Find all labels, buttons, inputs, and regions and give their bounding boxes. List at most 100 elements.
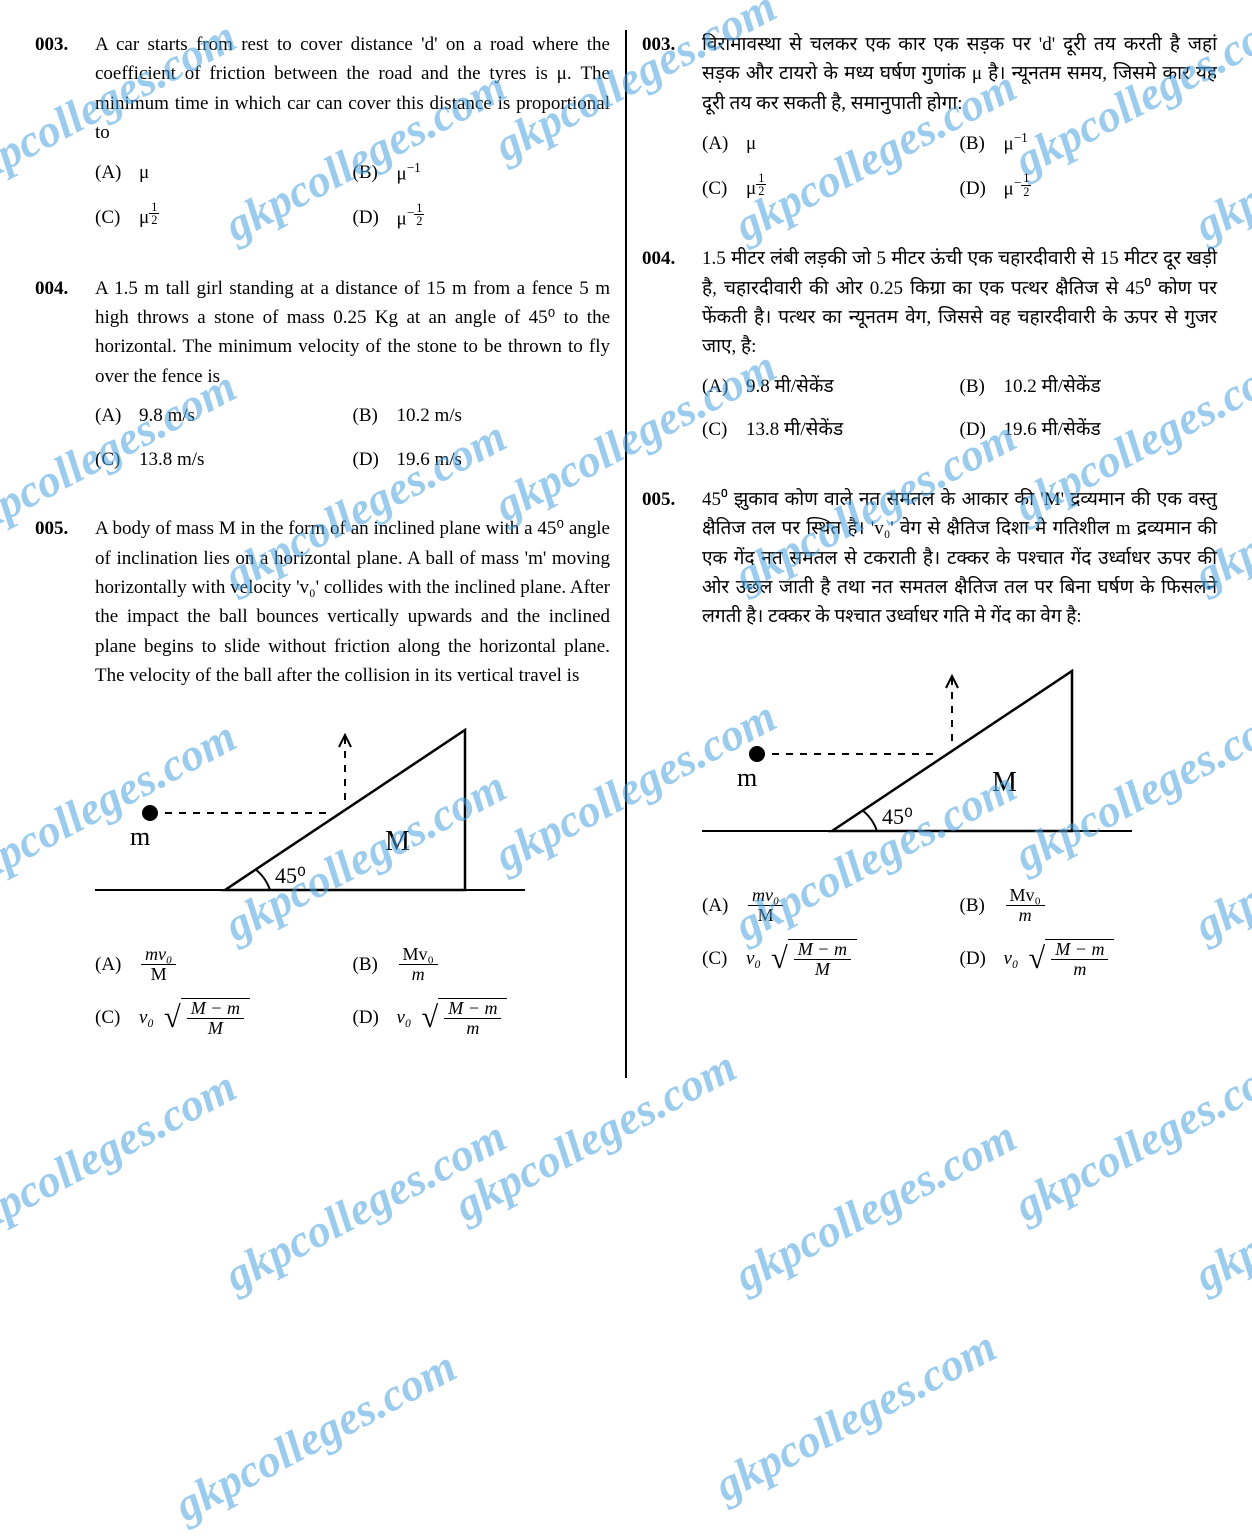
diagram-q005-hi: m M 45⁰ (702, 646, 1217, 870)
question-text: A car starts from rest to cover distance… (95, 30, 610, 148)
option-value: 10.2 m/s (397, 401, 462, 430)
option-label: (B) (960, 891, 994, 920)
option-B: (B) μ−1 (960, 128, 1218, 159)
option-value: μ12 (139, 203, 159, 233)
base: μ (746, 178, 756, 199)
option-label: (B) (353, 950, 387, 979)
question-number: 003. (35, 30, 95, 234)
prefix: v₀ (139, 1003, 154, 1032)
base: μ (1004, 134, 1014, 155)
ball-label: m (130, 822, 150, 851)
neg: − (407, 203, 415, 224)
option-label: (D) (353, 203, 387, 232)
option-label: (A) (95, 950, 129, 979)
option-value: μ12 (746, 174, 766, 204)
option-B: (B) Mv₀m (960, 886, 1218, 925)
fraction: mv₀M (748, 886, 783, 925)
option-label: (A) (702, 372, 736, 401)
option-label: (B) (960, 129, 994, 158)
question-005-en: 005. A body of mass M in the form of an … (35, 514, 610, 1038)
option-D: (D) v₀ √M − mm (353, 998, 611, 1038)
option-label: (B) (353, 158, 387, 187)
question-005-hi: 005. 45⁰ झुकाव कोण वाले नत समतल के आकार … (642, 485, 1217, 979)
option-value: 10.2 मी/सेकेंड (1004, 372, 1101, 401)
question-text: विरामावस्था से चलकर एक कार एक सड़क पर 'd… (702, 30, 1217, 118)
option-C: (C) v₀ √M − mM (702, 939, 960, 979)
option-label: (D) (353, 445, 387, 474)
exponent: −1 (1014, 128, 1028, 149)
column-left: 003. A car starts from rest to cover dis… (20, 30, 625, 1078)
inclined-plane-diagram: m M 45⁰ (95, 705, 525, 920)
question-body: A 1.5 m tall girl standing at a distance… (95, 274, 610, 475)
base: μ (1004, 178, 1014, 199)
option-label: (C) (95, 1003, 129, 1032)
prefix: v₀ (397, 1003, 412, 1032)
option-B: (B) 10.2 m/s (353, 401, 611, 430)
column-right: 003. विरामावस्था से चलकर एक कार एक सड़क … (627, 30, 1232, 1078)
base: μ (139, 207, 149, 228)
option-B: (B) 10.2 मी/सेकेंड (960, 372, 1218, 401)
options: (A) mv₀M (B) Mv₀m (C) v₀ √M − mM (D) v (702, 886, 1217, 979)
inclined-plane-diagram: m M 45⁰ (702, 646, 1132, 861)
question-body: A car starts from rest to cover distance… (95, 30, 610, 234)
option-A: (A) μ (95, 158, 353, 189)
option-value: μ (139, 158, 149, 187)
option-label: (A) (702, 129, 736, 158)
option-value: μ−12 (397, 203, 425, 234)
option-label: (C) (702, 415, 736, 444)
sqrt: √M − mm (1029, 939, 1115, 979)
fraction-exp: 12 (756, 172, 766, 198)
option-C: (C) v₀ √M − mM (95, 998, 353, 1038)
option-label: (D) (960, 944, 994, 973)
fraction-exp: 12 (1021, 172, 1031, 198)
option-D: (D) v₀ √M − mm (960, 939, 1218, 979)
angle-label: 45⁰ (882, 804, 913, 829)
options: (A) μ (B) μ−1 (C) μ12 (95, 158, 610, 234)
sqrt: √M − mM (771, 939, 857, 979)
option-label: (C) (702, 174, 736, 203)
option-value: μ−12 (1004, 173, 1032, 204)
option-label: (B) (353, 401, 387, 430)
option-value: 13.8 m/s (139, 445, 204, 474)
option-C: (C) 13.8 मी/सेकेंड (702, 415, 960, 444)
fraction-exp: 12 (414, 202, 424, 228)
option-value: μ (746, 129, 756, 158)
option-D: (D) μ−12 (353, 203, 611, 234)
option-A: (A) mv₀M (702, 886, 960, 925)
option-label: (A) (95, 401, 129, 430)
question-text: A body of mass M in the form of an incli… (95, 514, 610, 691)
option-A: (A) mv₀M (95, 945, 353, 984)
question-004-hi: 004. 1.5 मीटर लंबी लड़की जो 5 मीटर ऊंची … (642, 244, 1217, 445)
option-value: 19.6 m/s (397, 445, 462, 474)
wedge-label: M (992, 767, 1017, 798)
ball-label: m (737, 763, 757, 792)
question-text: 45⁰ झुकाव कोण वाले नत समतल के आकार की 'M… (702, 485, 1217, 632)
option-label: (D) (353, 1003, 387, 1032)
fraction: Mv₀m (1006, 886, 1045, 925)
option-value: 19.6 मी/सेकेंड (1004, 415, 1101, 444)
diagram-q005-en: m M 45⁰ (95, 705, 610, 929)
option-C: (C)13.8 m/s (95, 445, 353, 474)
options: (A)9.8 मी/सेकेंड (B)10.2 मी/सेकेंड (C)13… (702, 372, 1217, 445)
fraction: Mv₀m (399, 945, 438, 984)
option-label: (D) (960, 415, 994, 444)
options: (A) mv₀M (B) Mv₀m (C) v₀ √M − mM (D) v (95, 945, 610, 1038)
option-label: (B) (960, 372, 994, 401)
question-004-en: 004. A 1.5 m tall girl standing at a dis… (35, 274, 610, 475)
question-number: 003. (642, 30, 702, 204)
options: (A)9.8 m/s (B) 10.2 m/s (C)13.8 m/s (D) 19… (95, 401, 610, 474)
question-number: 004. (35, 274, 95, 475)
option-C: (C) μ12 (702, 173, 960, 204)
neg: − (1014, 173, 1022, 194)
sqrt: √M − mM (164, 998, 250, 1038)
option-A: (A)9.8 m/s (95, 401, 353, 430)
question-003-en: 003. A car starts from rest to cover dis… (35, 30, 610, 234)
base: μ (397, 208, 407, 229)
option-value: 13.8 मी/सेकेंड (746, 415, 843, 444)
angle-label: 45⁰ (275, 863, 306, 888)
fraction-exp: 12 (149, 201, 159, 227)
option-C: (C) μ12 (95, 203, 353, 234)
option-B: (B) μ−1 (353, 158, 611, 189)
option-value: μ−1 (397, 158, 421, 189)
option-label: (C) (95, 203, 129, 232)
